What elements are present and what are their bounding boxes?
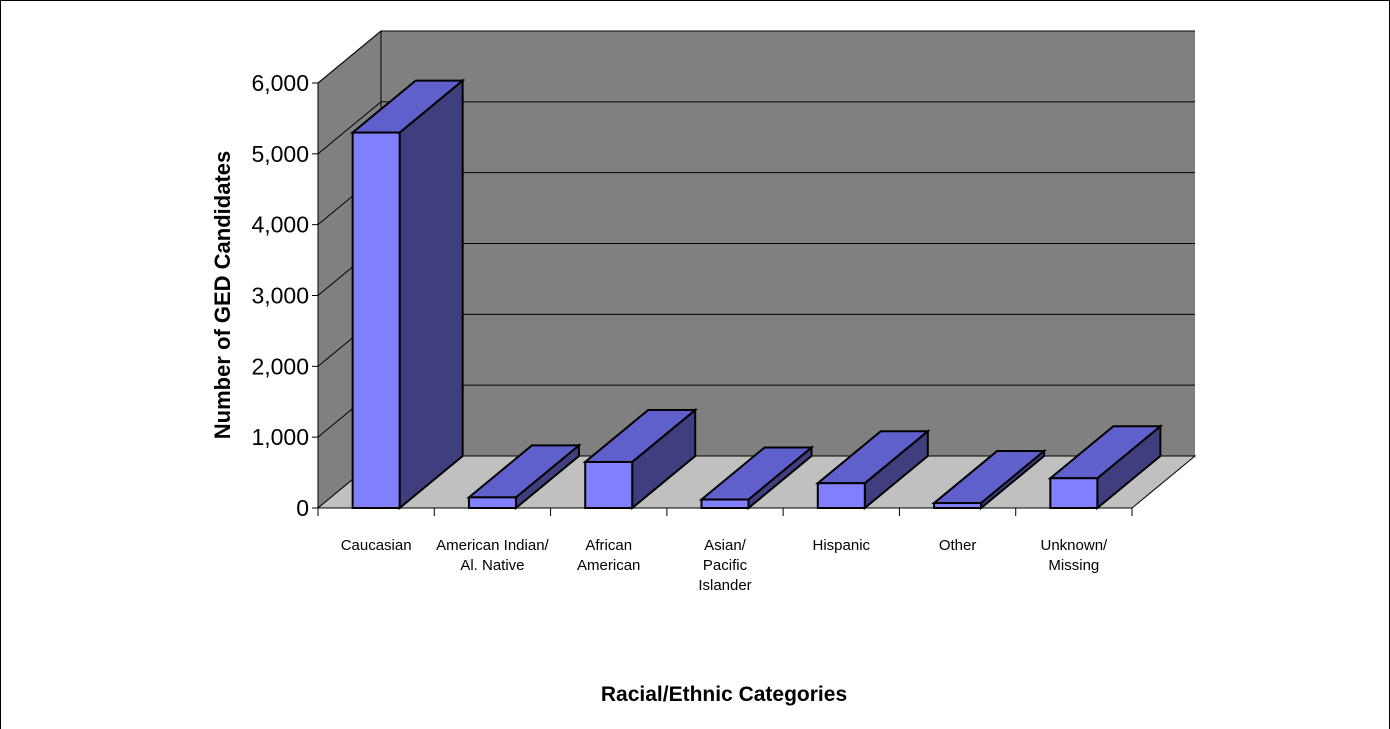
x-tick-label-line: American [577, 557, 640, 574]
bar [931, 448, 1047, 511]
x-tick-label-line: Pacific [703, 557, 748, 574]
bar-front [700, 498, 750, 509]
y-tick-label: 0 [296, 495, 309, 521]
bar-front [351, 131, 401, 509]
bar [349, 78, 466, 511]
x-tick-label: Asian/Pacific Islander [698, 537, 751, 594]
y-axis-title: Number of GED Candidates [210, 151, 235, 439]
x-tick-label-line: Missing [1048, 557, 1099, 574]
gridline [317, 101, 1195, 155]
axes [312, 82, 1133, 516]
x-axis-title: Racial/Ethnic Categories [601, 683, 847, 706]
y-tick-label: 4,000 [251, 212, 309, 238]
bar [1047, 424, 1164, 511]
x-tick-label-line: Islander [698, 577, 751, 594]
x-tick-label: African American [577, 537, 640, 574]
x-tick-label: Hispanic [813, 537, 871, 554]
x-tick-labels: Caucasian American Indian/Al. Native Afric… [341, 537, 1108, 594]
x-tick-label: Other [939, 537, 977, 554]
x-tick-label-line: American Indian/ [436, 537, 549, 554]
x-tick-label: Caucasian [341, 537, 412, 554]
bar-front [1049, 477, 1099, 509]
y-tick-labels: 0 1,000 2,000 3,000 4,000 5,000 6,000 [251, 70, 309, 521]
y-tick-label: 3,000 [251, 283, 309, 309]
x-tick-label-line: Caucasian [341, 537, 412, 554]
bar-front [816, 482, 866, 510]
bar [582, 407, 698, 511]
bar-front [584, 460, 634, 510]
gridline [317, 30, 1195, 84]
x-tick-label: Unknown/Missing [1041, 537, 1109, 574]
bar [698, 445, 815, 511]
y-tick-label: 6,000 [251, 70, 309, 96]
bar [466, 443, 582, 511]
y-tick-label: 2,000 [251, 353, 309, 379]
bar-front [467, 496, 517, 509]
back-wall [318, 31, 1195, 508]
x-tick-label-line: Hispanic [813, 537, 871, 554]
x-tick-label-line: Al. Native [460, 557, 524, 574]
x-tick-label-line: Unknown/ [1041, 537, 1109, 554]
x-tick-label-line: Other [939, 537, 977, 554]
bar-side [398, 78, 464, 511]
bar-front [933, 502, 983, 509]
x-tick-label: American Indian/Al. Native [436, 537, 549, 574]
bar [815, 429, 931, 511]
y-tick-label: 5,000 [251, 141, 309, 167]
x-tick-label-line: African [585, 537, 632, 554]
x-tick-label-line: Asian/ [704, 537, 747, 554]
y-tick-label: 1,000 [251, 424, 309, 450]
